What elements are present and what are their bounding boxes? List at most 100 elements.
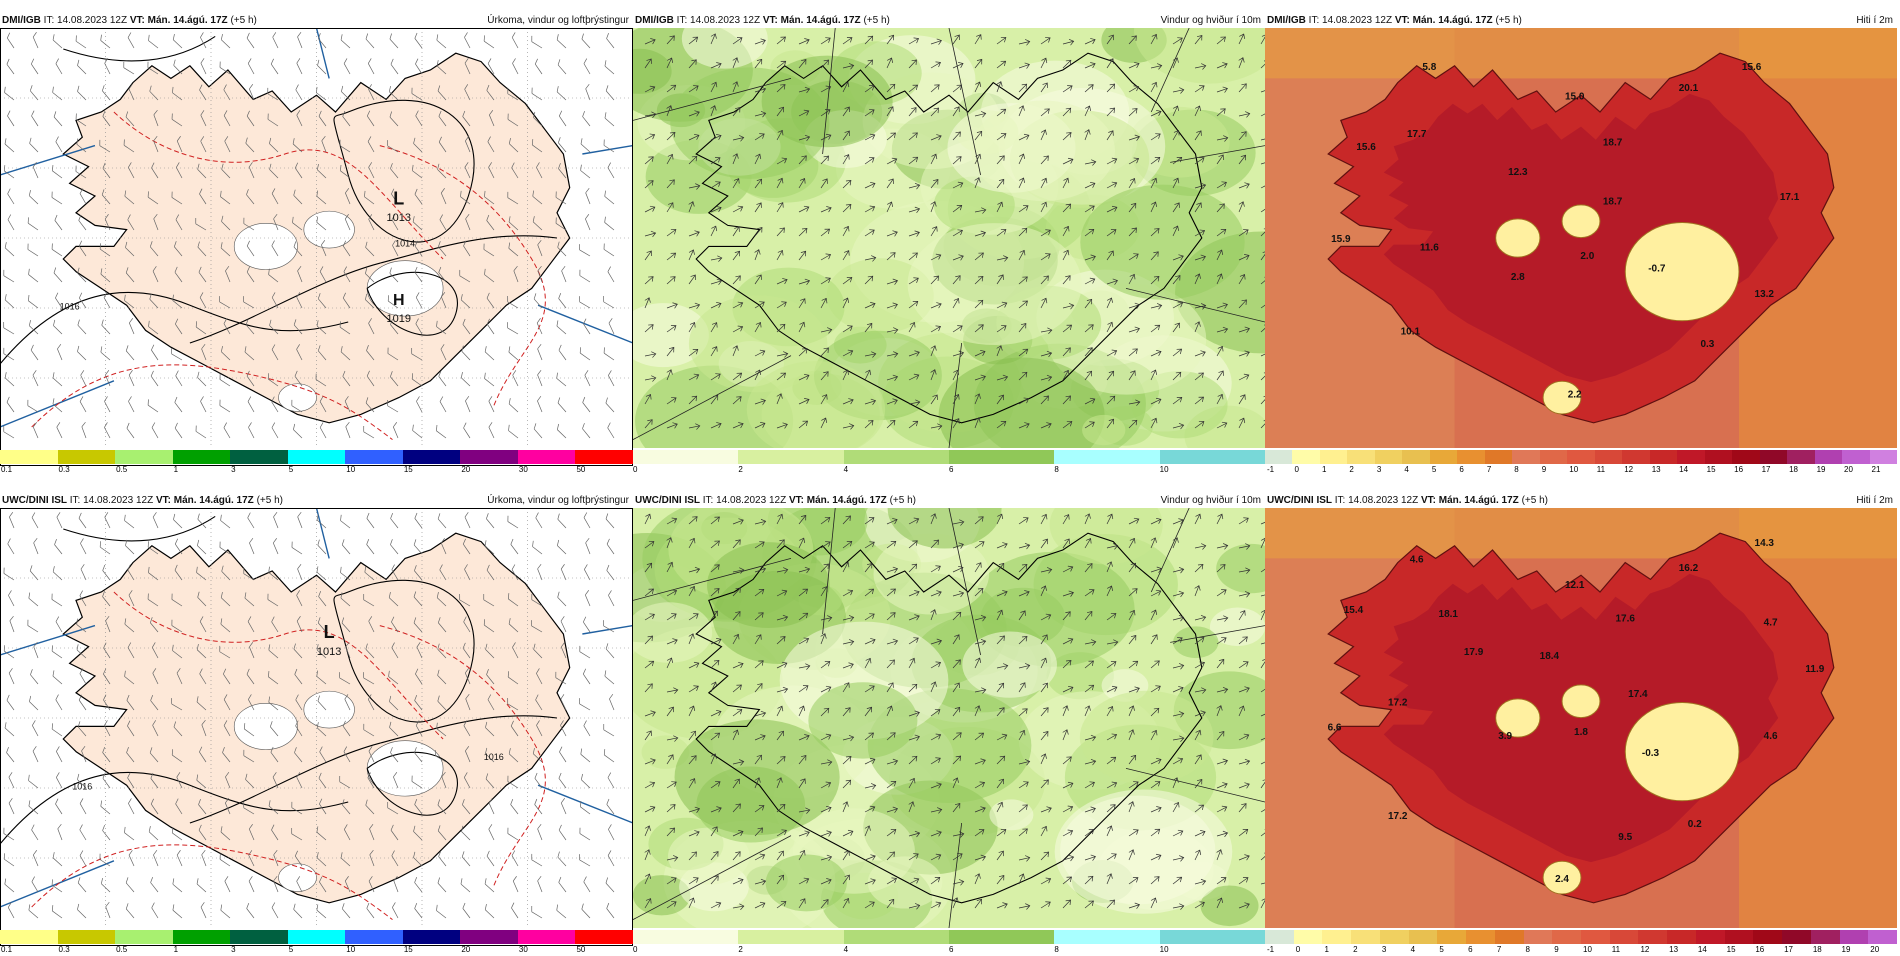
colorbar-tick-label: 19 [1816, 465, 1826, 474]
temperature-value: 15.9 [1331, 234, 1351, 245]
colorbar-swatch [1322, 930, 1352, 944]
colorbar-swatch [1594, 450, 1623, 464]
init-time: IT: 14.08.2023 12Z [1308, 15, 1393, 26]
temperature-value: 4.7 [1764, 618, 1778, 629]
colorbar-swatch [1429, 450, 1458, 464]
pressure-label: 1014 [395, 238, 415, 248]
panel-title: Hiti í 2m [1856, 495, 1893, 506]
colorbar-swatch [1539, 450, 1568, 464]
colorbar-swatch [949, 930, 1055, 944]
panel-title: Úrkoma, vindur og loftþrýstingur [487, 495, 629, 506]
colorbar-tick-label: 17 [1761, 465, 1771, 474]
colorbar-tick-label: 2 [738, 465, 743, 474]
colorbar-tick-label: 10 [1159, 945, 1169, 954]
lead-time: (+5 h) [1521, 495, 1548, 506]
wind-colorbar [633, 450, 1266, 464]
panel-header: UWC/DINI ISL IT: 14.08.2023 12Z VT: Mán.… [0, 494, 633, 508]
precip-colorbar [0, 930, 634, 944]
panel-title: Hiti í 2m [1856, 15, 1893, 26]
colorbar-swatch [1695, 930, 1726, 944]
colorbar-tick-label: 20 [1870, 945, 1880, 954]
colorbar-swatch [949, 450, 1055, 464]
colorbar-tick-label: 4 [843, 465, 849, 474]
colorbar-swatch [172, 930, 231, 944]
colorbar-swatch [1581, 930, 1611, 944]
temperature-value: 15.6 [1356, 142, 1376, 153]
pressure-label: 1016 [72, 781, 92, 791]
colorbar-swatch [633, 930, 739, 944]
wind-panel: DMI/IGB IT: 14.08.2023 12Z VT: Mán. 14.á… [633, 14, 1266, 476]
colorbar-tick-label: 5 [1431, 465, 1437, 474]
colorbar-swatch [1609, 930, 1639, 944]
valid-time: VT: Mán. 14.ágú. 17Z [1420, 495, 1519, 506]
temperature-value: 15.4 [1344, 605, 1364, 616]
temperature-value: 13.2 [1755, 289, 1775, 300]
colorbar-tick-label: 18 [1789, 465, 1798, 474]
colorbar-tick-label: 15 [403, 945, 413, 954]
panel-header: UWC/DINI ISL IT: 14.08.2023 12Z VT: Mán.… [1265, 494, 1897, 508]
lead-time: (+5 h) [1495, 15, 1522, 26]
panel-header: DMI/IGB IT: 14.08.2023 12Z VT: Mán. 14.á… [0, 14, 633, 28]
precip-map[interactable]: L 1013 1016 1016 [0, 508, 633, 928]
temperature-value: 18.7 [1603, 138, 1623, 149]
temp-map[interactable]: 4.6 14.3 16.2 15.4 18.1 12.1 17.6 4.7 17.9 18.4 11… [1265, 508, 1897, 928]
colorbar-swatch [1494, 930, 1525, 944]
colorbar-tick-label: 3 [1376, 465, 1382, 474]
temperature-value: 16.2 [1679, 563, 1699, 574]
temperature-value: 12.3 [1508, 167, 1528, 178]
colorbar-tick-label: 1 [1324, 945, 1329, 954]
colorbar-swatch [517, 930, 576, 944]
valid-time: VT: Mán. 14.ágú. 17Z [762, 15, 861, 26]
temperature-value: 2.4 [1555, 874, 1569, 885]
wind-map[interactable] [633, 508, 1265, 928]
temperature-value: 17.2 [1388, 811, 1408, 822]
colorbar-tick-label: 1 [173, 465, 179, 474]
temperature-value: 18.4 [1540, 651, 1560, 662]
colorbar-swatch [1402, 450, 1431, 464]
colorbar-swatch [1842, 450, 1870, 464]
colorbar-swatch [230, 450, 289, 464]
temperature-value: 17.6 [1616, 613, 1636, 624]
colorbar-tick-label: 0.1 [1, 465, 13, 474]
temperature-value: 4.6 [1410, 555, 1424, 566]
colorbar-tick-label: 15 [1706, 465, 1716, 474]
colorbar-tick-label: 4 [1404, 465, 1409, 474]
colorbar-swatch [1724, 930, 1754, 944]
temp-panel: DMI/IGB IT: 14.08.2023 12Z VT: Mán. 14.á… [1265, 14, 1898, 476]
colorbar-tick-label: 7 [1486, 465, 1492, 474]
pressure-label: 1019 [387, 313, 411, 325]
colorbar-swatch [1347, 450, 1376, 464]
colorbar-swatch [345, 930, 404, 944]
temperature-value: 4.6 [1764, 731, 1778, 742]
temperature-value: 0.3 [1700, 339, 1714, 350]
temp-map[interactable]: 5.8 20.1 15.6 15.0 15.6 17.7 18.7 12.3 18.7 17.1 1… [1265, 28, 1897, 448]
colorbar-tick-label: 4 [843, 945, 849, 954]
colorbar-tick-label: 3 [231, 945, 236, 954]
init-time: IT: 14.08.2023 12Z [702, 495, 787, 506]
panel-title: Vindur og hviður í 10m [1160, 495, 1261, 506]
colorbar-swatch [1759, 450, 1788, 464]
panel-header: UWC/DINI ISL IT: 14.08.2023 12Z VT: Mán.… [633, 494, 1265, 508]
colorbar-tick-label: 20 [1844, 465, 1853, 474]
colorbar-swatch [517, 450, 576, 464]
colorbar-tick-label: 12 [1640, 945, 1650, 954]
wind-map[interactable] [633, 28, 1265, 448]
colorbar-swatch [115, 930, 174, 944]
temperature-value: 17.9 [1464, 647, 1484, 658]
colorbar-tick-label: 21 [1871, 465, 1881, 474]
colorbar-swatch [1868, 930, 1898, 944]
temperature-value: 14.3 [1755, 538, 1775, 549]
colorbar-swatch [1408, 930, 1438, 944]
temperature-value: 11.6 [1420, 243, 1439, 254]
temperature-value: -0.3 [1642, 748, 1660, 759]
temp-panel: UWC/DINI ISL IT: 14.08.2023 12Z VT: Mán.… [1265, 494, 1898, 956]
colorbar-tick-label: 20 [461, 465, 471, 474]
colorbar-tick-label: 8 [1525, 945, 1530, 954]
colorbar-tick-label: 5 [1439, 945, 1444, 954]
colorbar-swatch [1265, 930, 1295, 944]
colorbar-tick-label: 17 [1784, 945, 1793, 954]
valid-time: VT: Mán. 14.ágú. 17Z [1394, 15, 1493, 26]
temperature-value: 6.6 [1328, 723, 1342, 734]
precip-map[interactable]: L 1013 H 1019 1016 1014 [0, 28, 633, 448]
colorbar-tick-label: 5 [288, 945, 294, 954]
